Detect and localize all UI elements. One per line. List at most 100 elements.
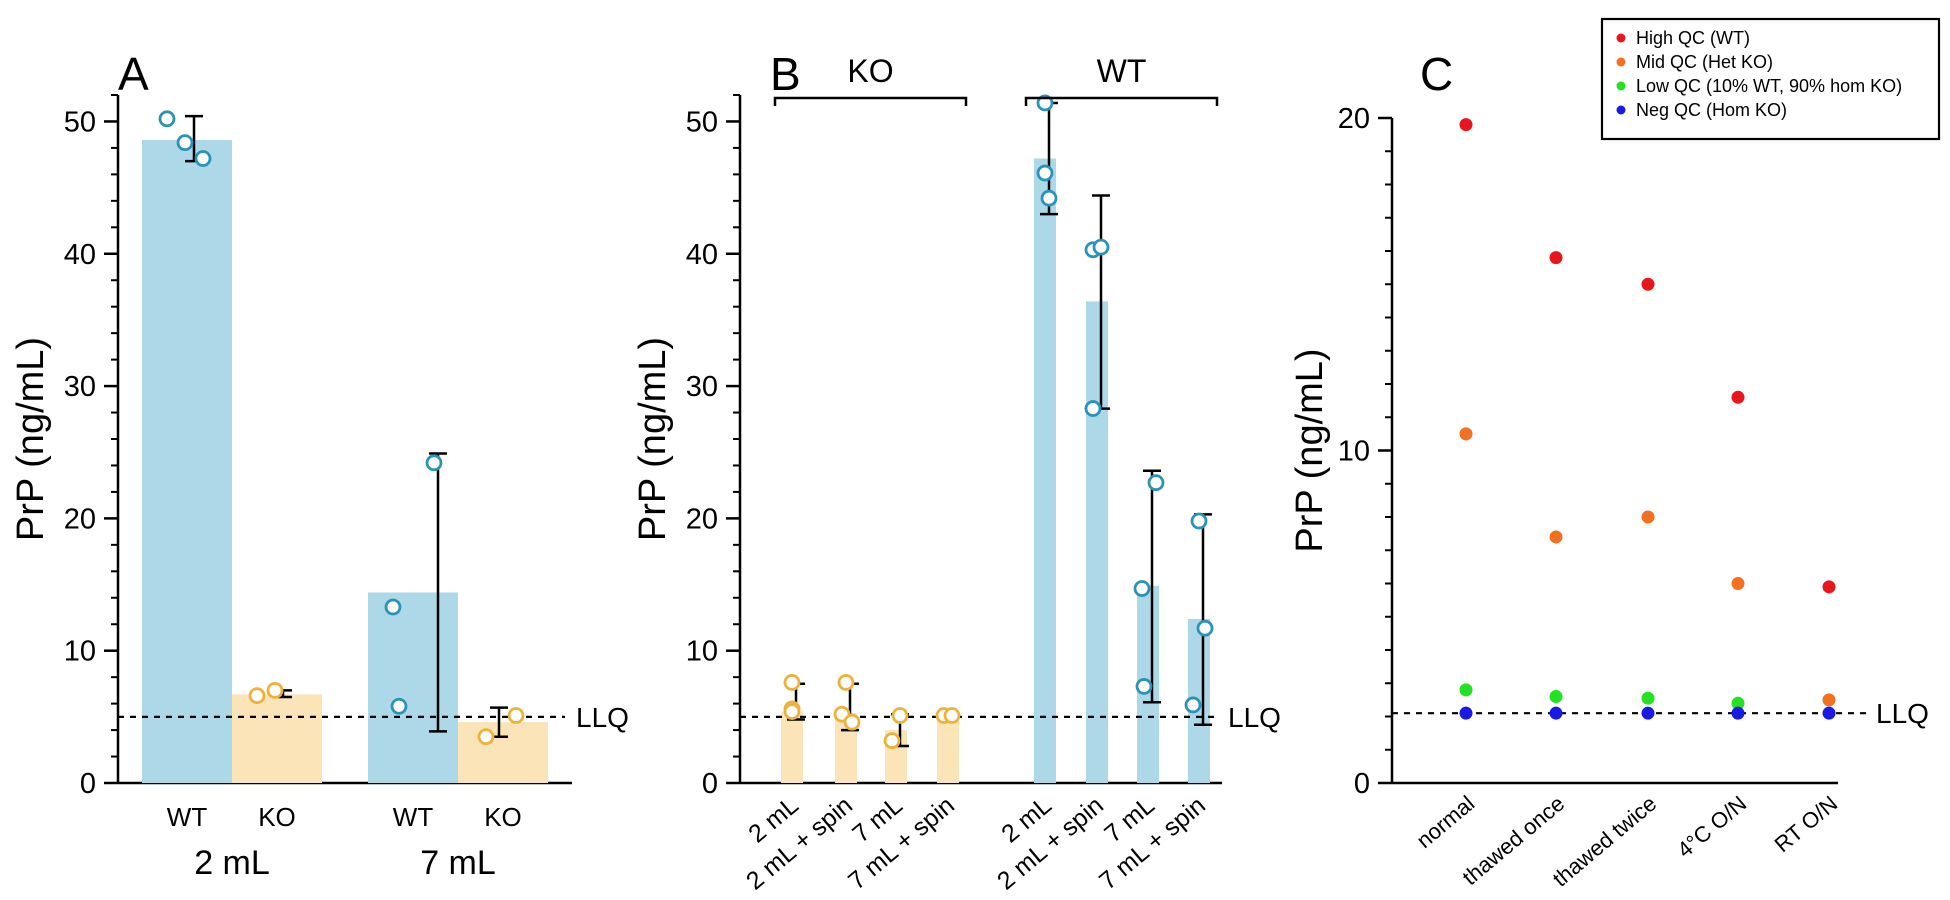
group-bracket-wt: WT <box>1024 53 1219 106</box>
c-ytick-label: 20 <box>1338 103 1370 135</box>
data-point <box>1147 474 1165 492</box>
panel-label-c: C <box>1420 48 1453 100</box>
data-point <box>1133 580 1151 597</box>
data-point-neg-qc <box>1549 706 1563 720</box>
data-point-low-qc <box>1549 690 1563 704</box>
llq-label: LLQ <box>1876 698 1929 729</box>
legend-marker <box>1616 81 1626 91</box>
x-tick-label: normal <box>1412 791 1480 853</box>
data-point <box>194 150 212 167</box>
legend-entry: High QC (WT) <box>1636 28 1750 48</box>
data-point <box>843 713 861 731</box>
data-point <box>266 681 284 699</box>
b-ytick-label: 40 <box>686 239 718 271</box>
a-ytick-label: 40 <box>64 239 96 271</box>
data-point <box>1196 619 1214 637</box>
data-point <box>783 674 801 691</box>
c-y-axis: 0 10 20 PrP (ng/mL) <box>1289 103 1838 800</box>
bar-KO-2mL <box>781 711 803 783</box>
data-point-low-qc <box>1459 683 1473 697</box>
a-ytick-label: 0 <box>80 768 96 800</box>
b-ytick-label: 30 <box>686 371 718 403</box>
x-tick-label: WT <box>167 802 208 832</box>
b-ytick-label: 50 <box>686 106 718 138</box>
legend: High QC (WT) Mid QC (Het KO) Low QC (10% W… <box>1600 17 1941 141</box>
a-ytick-label: 50 <box>64 106 96 138</box>
b-y-axis: 0 10 20 30 40 50 PrP (ng/mL) <box>632 94 1222 800</box>
data-point-high-qc <box>1822 580 1836 594</box>
x-tick-label: WT <box>393 802 434 832</box>
bar-WT-2mL <box>1034 158 1056 783</box>
error-bar <box>1143 469 1161 704</box>
group-label: 2 mL <box>194 844 270 882</box>
group-label: WT <box>1097 53 1147 89</box>
data-point <box>390 697 408 715</box>
data-point-mid-qc <box>1641 510 1655 524</box>
a-y-axis: 0 10 20 30 40 50 PrP (ng/mL) <box>10 94 572 800</box>
bracket-line <box>1024 96 1219 106</box>
data-point-mid-qc <box>1459 427 1473 441</box>
data-point <box>883 732 901 750</box>
x-tick-label: RT O/N <box>1770 791 1843 858</box>
data-point <box>943 707 961 724</box>
b-ytick-label: 20 <box>686 503 718 535</box>
legend-box <box>1600 17 1941 141</box>
bar-WT-2mLspin <box>1086 301 1108 783</box>
legend-entry: Neg QC (Hom KO) <box>1636 100 1787 120</box>
group-bracket-ko: KO <box>773 53 968 106</box>
panel-label-a: A <box>118 48 149 100</box>
data-point-neg-qc <box>1641 706 1655 720</box>
legend-entry: Low QC (10% WT, 90% hom KO) <box>1636 76 1902 96</box>
data-point <box>1092 238 1110 256</box>
data-point <box>783 703 801 720</box>
a-ytick-label: 30 <box>64 371 96 403</box>
panel-label-b: B <box>770 48 801 100</box>
data-point-low-qc <box>1731 696 1745 710</box>
c-y-axis-title: PrP (ng/mL) <box>1289 348 1331 552</box>
b-ytick-label: 0 <box>702 768 718 800</box>
data-point <box>507 707 525 724</box>
c-ytick-label: 0 <box>1354 768 1370 800</box>
a-ytick-label: 20 <box>64 503 96 535</box>
b-ytick-label: 10 <box>686 636 718 668</box>
data-point-high-qc <box>1731 390 1745 404</box>
bracket-line <box>773 96 968 106</box>
error-bar <box>429 452 447 733</box>
x-tick-label: KO <box>258 802 296 832</box>
group-label: 7 mL <box>420 844 496 882</box>
data-point-high-qc <box>1459 118 1473 132</box>
bar-2mL-KO <box>232 694 322 783</box>
c-ytick-label: 10 <box>1338 436 1370 468</box>
data-point-mid-qc <box>1549 530 1563 544</box>
data-point-high-qc <box>1549 251 1563 265</box>
legend-marker <box>1616 33 1626 43</box>
data-point-neg-qc <box>1822 706 1836 720</box>
data-point <box>837 674 855 691</box>
data-point <box>158 110 176 128</box>
a-ytick-label: 10 <box>64 636 96 668</box>
data-point <box>1190 512 1208 530</box>
data-point-mid-qc <box>1822 693 1836 707</box>
b-y-axis-title: PrP (ng/mL) <box>632 337 674 541</box>
data-point <box>477 728 495 746</box>
data-point-neg-qc <box>1459 706 1473 720</box>
legend-marker <box>1616 57 1626 67</box>
data-point-low-qc <box>1641 691 1655 705</box>
data-point-high-qc <box>1641 277 1655 291</box>
data-point <box>1084 400 1102 417</box>
data-point-mid-qc <box>1731 577 1745 590</box>
bar-7mL-WT <box>368 592 458 783</box>
x-tick-label: 4°C O/N <box>1672 791 1751 863</box>
llq-label: LLQ <box>1228 702 1281 733</box>
bar-KO-7mLspin <box>937 715 959 783</box>
data-point <box>248 687 266 705</box>
data-point <box>891 707 909 724</box>
data-point <box>384 598 402 616</box>
a-y-axis-title: PrP (ng/mL) <box>10 337 52 541</box>
data-point <box>425 454 443 472</box>
data-point <box>1135 678 1153 695</box>
x-tick-label: KO <box>484 802 522 832</box>
legend-marker <box>1616 105 1626 115</box>
llq-label: LLQ <box>576 702 629 733</box>
